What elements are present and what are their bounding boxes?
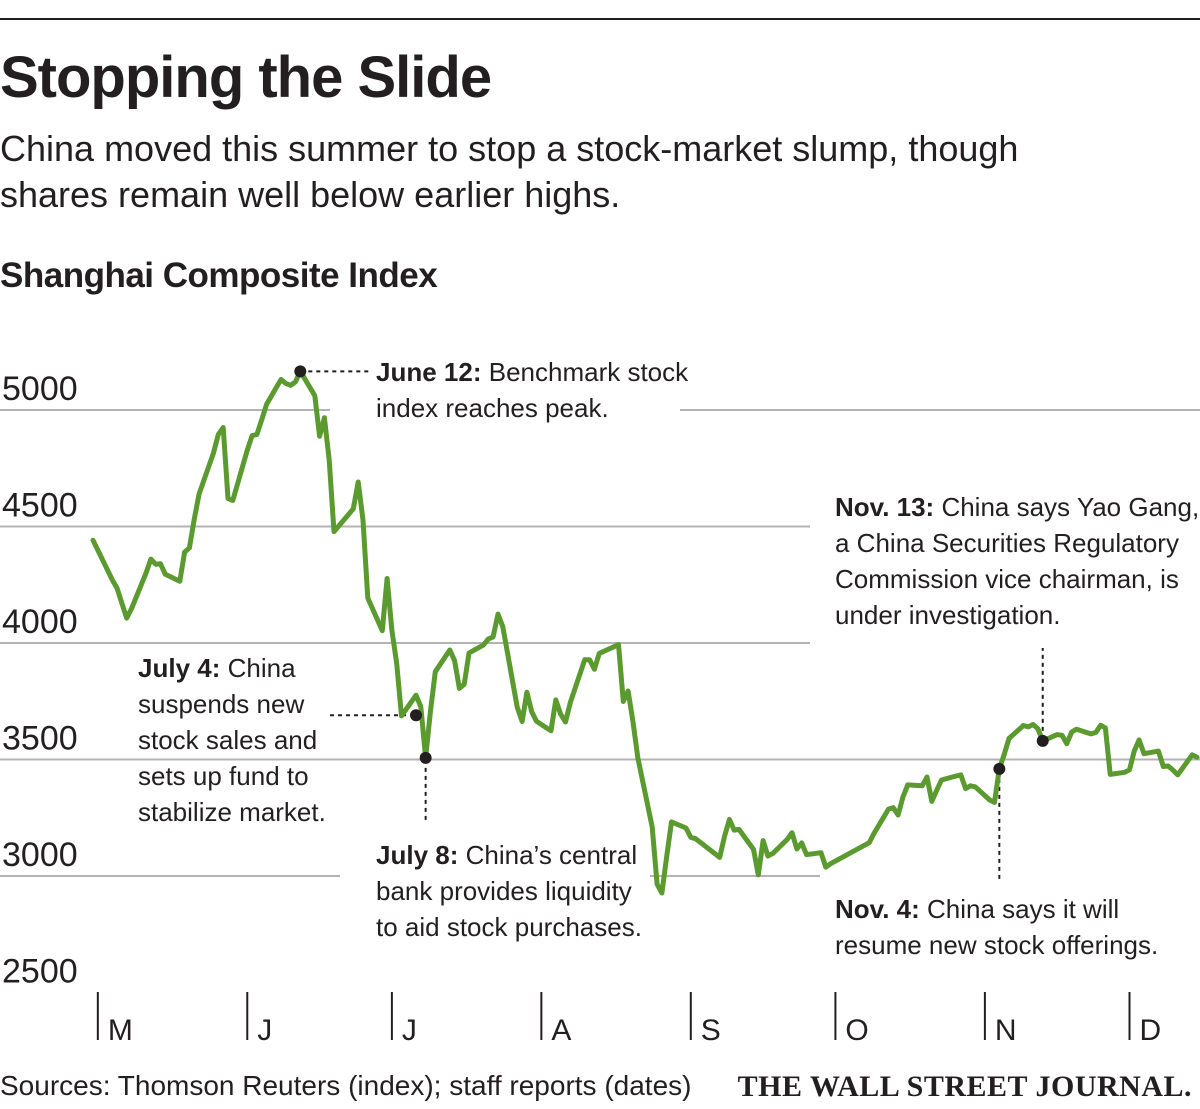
annotation-text: resume new stock offerings. [835,930,1158,960]
annotation-dot [1036,734,1049,747]
annotation-text: to aid stock purchases. [376,912,642,942]
annotation-nov13: Nov. 13: China says Yao Gang, a China Sec… [835,492,1199,630]
y-tick-label: 3500 [2,720,78,758]
y-tick-label: 4500 [2,487,78,525]
annotation-text: bank provides liquidity [376,876,632,906]
annotation-text: China’s central [458,840,637,870]
annotation-dots [294,365,1049,775]
annotation-date: Nov. 4: [835,894,920,924]
annotation-dot [993,762,1006,775]
annotation-dot [419,751,432,764]
x-tick-label: O [845,1014,868,1047]
annotation-text: stock sales and [138,725,317,755]
y-tick-label: 5000 [2,370,78,408]
annotation-july8: July 8: China’s central bank provides liq… [376,840,642,942]
annotation-text: China says Yao Gang, [934,492,1199,522]
annotation-text: under investigation. [835,600,1060,630]
chart-title: Shanghai Composite Index [0,256,438,295]
annotation-text: index reaches peak. [376,393,609,423]
annotation-date: July 4: [138,653,220,683]
subheadline: China moved this summer to stop a stock-… [0,128,1019,215]
annotation-text: stabilize market. [138,797,326,827]
x-tick-label: M [108,1014,133,1047]
annotations: June 12: Benchmark stock index reaches pe… [138,357,1199,960]
annotation-july4: July 4: China suspends new stock sales and… [138,653,326,827]
annotation-text: China says it will [920,894,1119,924]
publisher-logo: THE WALL STREET JOURNAL. [737,1070,1192,1103]
x-tick-label: S [701,1014,721,1047]
x-tick-label: J [402,1014,417,1047]
y-tick-label: 4000 [2,603,78,641]
annotation-june12: June 12: Benchmark stock index reaches pe… [376,357,689,423]
annotation-text: Commission vice chairman, is [835,564,1179,594]
annotation-nov4: Nov. 4: China says it will resume new sto… [835,894,1158,960]
x-tick-label: A [551,1014,571,1047]
top-rule [0,18,1200,20]
headline: Stopping the Slide [0,45,492,110]
annotation-date: June 12: [376,357,482,387]
x-tick-label: D [1140,1014,1162,1047]
annotation-dot [410,709,423,722]
index-line [90,368,1200,896]
annotation-text: China [220,653,296,683]
source-note: Sources: Thomson Reuters (index); staff … [0,1070,692,1101]
annotation-text: a China Securities Regulatory [835,528,1179,558]
y-tick-label: 3000 [2,836,78,874]
annotation-date: July 8: [376,840,458,870]
annotation-dot [294,365,307,378]
annotation-text: sets up fund to [138,761,309,791]
y-axis-ticks: 2500 3000 3500 4000 4500 5000 [2,370,78,991]
y-tick-label: 2500 [2,953,78,991]
annotation-text: Benchmark stock [482,357,690,387]
annotation-date: Nov. 13: [835,492,934,522]
gridlines [0,409,1200,877]
annotation-text: suspends new [138,689,304,719]
x-tick-label: J [257,1014,272,1047]
x-tick-label: N [995,1014,1017,1047]
annotation-leaders [308,370,1044,882]
